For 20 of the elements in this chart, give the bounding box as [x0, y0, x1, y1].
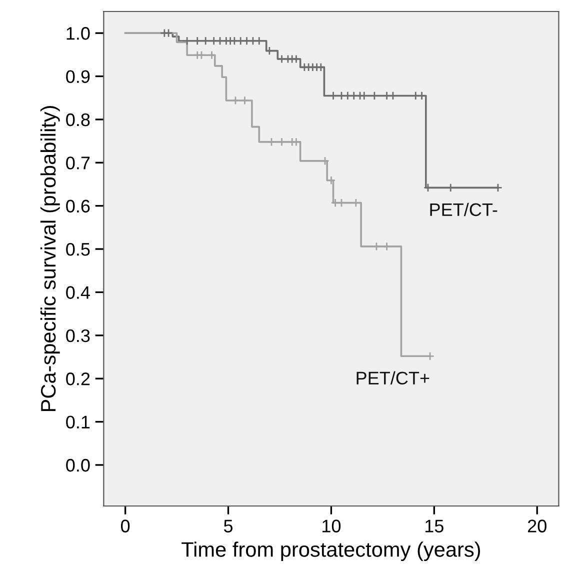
x-tick-label: 20: [528, 520, 546, 532]
y-tick-label: 0.9: [66, 70, 90, 83]
y-tick-label: 0.3: [66, 329, 90, 342]
y-tick-label: 0.7: [66, 156, 90, 170]
y-tick-label: 0.1: [66, 416, 90, 429]
y-tick-label: 0.6: [66, 200, 90, 213]
y-tick-label: 0.0: [66, 458, 90, 472]
y-tick-label: 1.0: [66, 27, 90, 40]
x-tick-label: 5: [224, 520, 233, 532]
y-axis-title: PCa-specific survival (probability): [40, 106, 60, 412]
y-tick-label: 0.4: [66, 286, 90, 299]
x-axis-title: Time from prostatectomy (years): [182, 542, 480, 561]
x-tick-label: 15: [425, 520, 444, 532]
y-tick-label: 0.8: [66, 113, 90, 126]
y-tick-label: 0.5: [66, 242, 90, 256]
series-label: PET/CT+: [356, 371, 430, 385]
series-label: PET/CT-: [430, 202, 498, 216]
x-tick-label: 10: [322, 520, 341, 532]
y-tick-label: 0.2: [66, 372, 90, 386]
x-tick-label: 0: [120, 520, 130, 532]
